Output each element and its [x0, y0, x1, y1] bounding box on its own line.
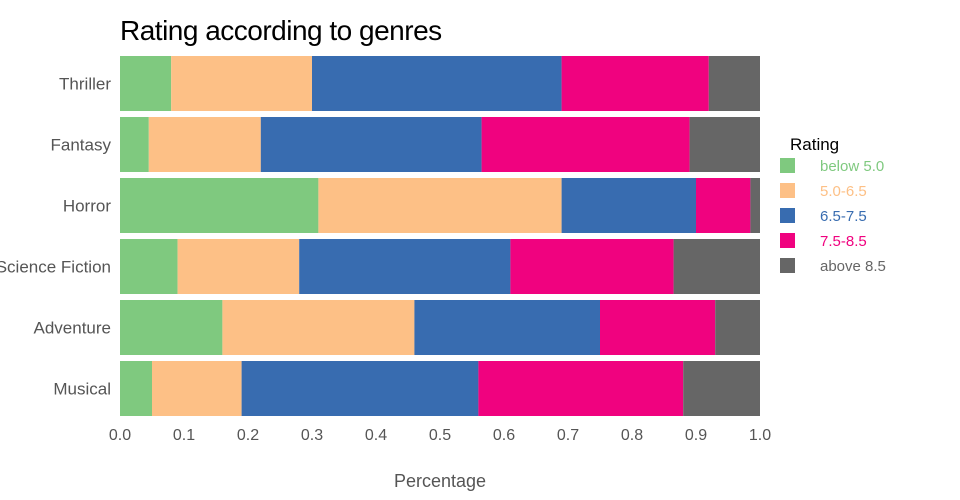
category-label: Science Fiction: [0, 258, 111, 277]
bar-segment-science-fiction-1: [177, 239, 300, 294]
bar-segment-musical-1: [152, 361, 242, 416]
bar-segment-musical-2: [241, 361, 479, 416]
category-label: Horror: [63, 197, 112, 216]
bars-group: [120, 56, 760, 416]
legend-swatch: [780, 258, 795, 273]
legend-label: above 8.5: [820, 258, 886, 275]
bar-segment-horror-4: [750, 178, 760, 233]
legend-label: 5.0-6.5: [820, 183, 867, 200]
bar-segment-science-fiction-0: [120, 239, 178, 294]
bar-segment-science-fiction-4: [673, 239, 760, 294]
x-tick-label: 0.9: [685, 427, 707, 444]
bar-segment-adventure-0: [120, 300, 223, 355]
x-tick-label: 0.5: [429, 427, 451, 444]
bar-segment-fantasy-3: [481, 117, 690, 172]
bar-segment-adventure-2: [414, 300, 600, 355]
bar-segment-thriller-0: [120, 56, 172, 111]
x-tick-label: 0.8: [621, 427, 643, 444]
legend-label: below 5.0: [820, 158, 884, 175]
bar-segment-thriller-4: [708, 56, 760, 111]
bar-segment-adventure-1: [222, 300, 415, 355]
legend-title: Rating: [790, 135, 839, 154]
category-label: Musical: [53, 380, 111, 399]
bar-segment-adventure-4: [715, 300, 760, 355]
bar-segment-fantasy-1: [148, 117, 261, 172]
bar-segment-musical-4: [683, 361, 760, 416]
x-tick-label: 0.3: [301, 427, 323, 444]
bar-segment-musical-0: [120, 361, 152, 416]
x-tick-label: 0.7: [557, 427, 579, 444]
bar-segment-fantasy-4: [689, 117, 760, 172]
legend-swatch: [780, 183, 795, 198]
bar-segment-science-fiction-3: [510, 239, 674, 294]
x-tick-label: 0.0: [109, 427, 131, 444]
category-label: Adventure: [34, 319, 112, 338]
x-axis-ticks: 0.0 0.1 0.2 0.3 0.4 0.5 0.6 0.7 0.8 0.9 1.0: [109, 427, 771, 444]
bar-segment-musical-3: [478, 361, 684, 416]
legend-label: 6.5-7.5: [820, 208, 867, 225]
category-label: Fantasy: [51, 136, 112, 155]
category-label: Thriller: [59, 75, 111, 94]
x-tick-label: 0.1: [173, 427, 195, 444]
x-tick-label: 0.4: [365, 427, 387, 444]
bar-segment-fantasy-2: [260, 117, 482, 172]
bar-segment-horror-0: [120, 178, 319, 233]
legend-label: 7.5-8.5: [820, 233, 867, 250]
bar-segment-adventure-3: [600, 300, 716, 355]
bar-segment-thriller-2: [312, 56, 562, 111]
category-labels: Thriller Fantasy Horror Science Fiction Adve…: [0, 75, 111, 399]
bar-segment-horror-3: [696, 178, 751, 233]
x-tick-label: 1.0: [749, 427, 771, 444]
bar-segment-fantasy-0: [120, 117, 149, 172]
legend: Rating below 5.0 5.0-6.5 6.5-7.5 7.5-8.5 abo…: [780, 135, 886, 275]
bar-segment-horror-2: [561, 178, 696, 233]
bar-segment-thriller-3: [561, 56, 709, 111]
legend-swatch: [780, 208, 795, 223]
x-axis-title: Percentage: [394, 471, 486, 491]
chart-title: Rating according to genres: [120, 15, 442, 46]
legend-swatch: [780, 233, 795, 248]
legend-swatch: [780, 158, 795, 173]
bar-segment-thriller-1: [171, 56, 312, 111]
bar-segment-horror-1: [318, 178, 562, 233]
x-tick-label: 0.2: [237, 427, 259, 444]
x-tick-label: 0.6: [493, 427, 515, 444]
bar-segment-science-fiction-2: [299, 239, 511, 294]
